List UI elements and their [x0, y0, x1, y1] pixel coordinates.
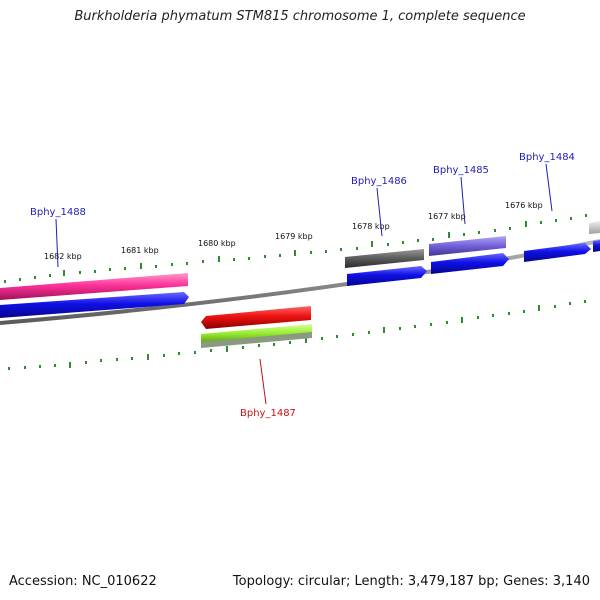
- ruler-label-1680: 1680 kbp: [198, 239, 236, 248]
- ruler-label-1677: 1677 kbp: [428, 212, 466, 221]
- gene-bphy-1486-feature[interactable]: [345, 249, 424, 268]
- gene-bphy-1487-feature[interactable]: [201, 324, 312, 344]
- gene-next-feature[interactable]: [589, 221, 600, 234]
- label-bphy-1484[interactable]: Bphy_1484: [519, 152, 575, 163]
- accession-info: Accession: NC_010622: [9, 574, 157, 589]
- gene-bphy-1488-feature[interactable]: [0, 273, 188, 300]
- label-leaders: [55, 163, 553, 405]
- outer-ruler: [4, 214, 587, 283]
- label-bphy-1488[interactable]: Bphy_1488: [30, 207, 86, 218]
- gene-bphy-1487-feature-shadow: [201, 332, 312, 348]
- ruler-label-1676: 1676 kbp: [505, 201, 543, 210]
- gene-bphy-1485-cds[interactable]: [431, 253, 509, 274]
- label-bphy-1485[interactable]: Bphy_1485: [433, 165, 489, 176]
- label-bphy-1486[interactable]: Bphy_1486: [351, 176, 407, 187]
- inner-ruler: [8, 300, 586, 370]
- minus-strand-genes: [201, 306, 312, 348]
- ruler-labels: 1682 kbp 1681 kbp 1680 kbp 1679 kbp 1678…: [44, 201, 543, 261]
- ruler-label-1681: 1681 kbp: [121, 246, 159, 255]
- gene-bphy-1484-cds[interactable]: [524, 243, 591, 262]
- gene-bphy-1487-cds[interactable]: [201, 306, 311, 329]
- gene-bphy-1488-cds[interactable]: [0, 292, 189, 318]
- topology-info: Topology: circular; Length: 3,479,187 bp…: [232, 574, 590, 589]
- ruler-label-1682: 1682 kbp: [44, 252, 82, 261]
- gene-bphy-1485-feature[interactable]: [429, 236, 506, 256]
- plus-strand-genes: [0, 221, 600, 318]
- label-bphy-1487[interactable]: Bphy_1487: [240, 408, 296, 419]
- ruler-label-1678: 1678 kbp: [352, 222, 390, 231]
- gene-labels: Bphy_1488 Bphy_1486 Bphy_1485 Bphy_1484 …: [30, 152, 575, 419]
- chromosome-backbone: [0, 239, 600, 325]
- map-title: Burkholderia phymatum STM815 chromosome …: [74, 9, 526, 24]
- gene-bphy-1486-cds[interactable]: [347, 266, 427, 286]
- gene-next-cds[interactable]: [593, 240, 600, 252]
- ruler-label-1679: 1679 kbp: [275, 232, 313, 241]
